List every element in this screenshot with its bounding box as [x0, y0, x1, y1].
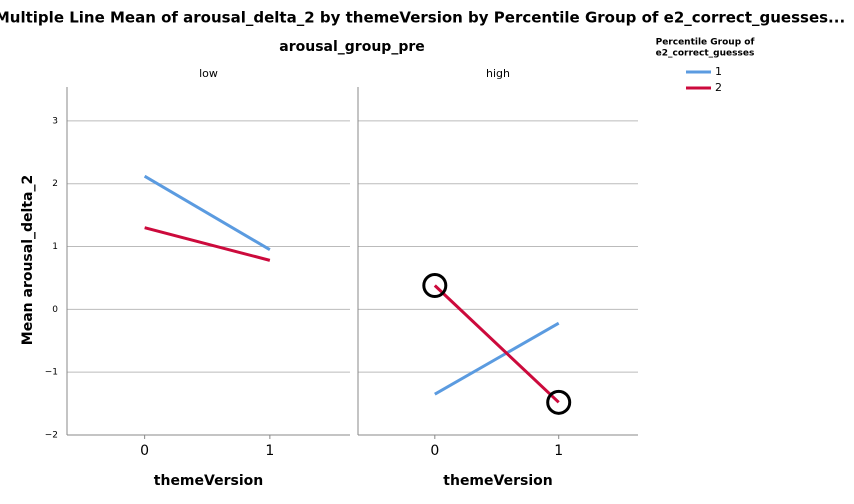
y-tick-label: 3: [52, 116, 58, 126]
chart-title: Multiple Line Mean of arousal_delta_2 by…: [0, 9, 845, 27]
line-series: [433, 284, 560, 404]
y-axis-label: Mean arousal_delta_2: [20, 175, 36, 345]
y-tick-label: 1: [52, 242, 58, 252]
x-axis-label: themeVersion: [443, 473, 552, 489]
x-tick-label: 1: [554, 443, 563, 459]
line-series: [143, 174, 271, 251]
y-tick-label: −2: [45, 431, 58, 441]
line-series: [144, 226, 271, 262]
highlight-circle: [422, 272, 448, 298]
x-tick-label: 0: [140, 443, 149, 459]
y-tick-label: 2: [52, 179, 58, 189]
legend-label: 1: [715, 65, 722, 78]
panel-label: high: [486, 67, 510, 80]
legend-title: Percentile Group of: [656, 38, 755, 48]
legend-title: e2_correct_guesses: [656, 49, 755, 59]
x-axis-label: themeVersion: [154, 473, 263, 489]
panel-label: low: [199, 67, 218, 80]
y-tick-label: −1: [45, 368, 58, 378]
legend-label: 2: [715, 81, 722, 94]
x-tick-label: 0: [430, 443, 439, 459]
facet-label: arousal_group_pre: [279, 39, 424, 55]
y-tick-label: 0: [52, 305, 58, 315]
line-series: [434, 321, 560, 396]
x-tick-label: 1: [265, 443, 274, 459]
highlight-circle: [546, 389, 572, 415]
